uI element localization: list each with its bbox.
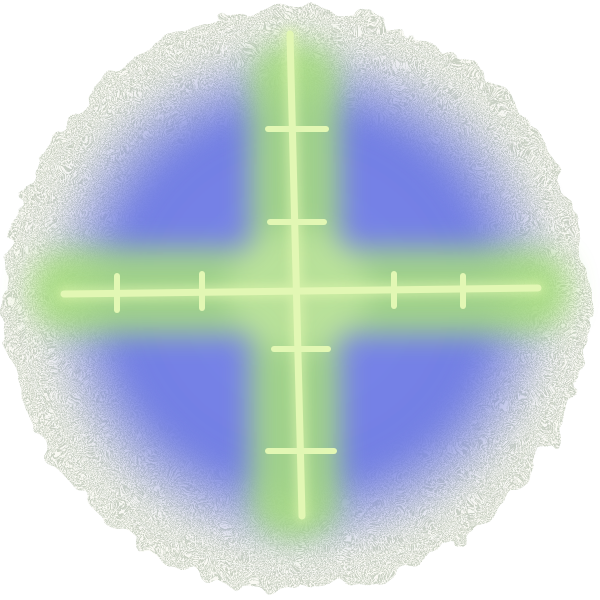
crosshair	[60, 30, 542, 520]
horizontal-hairline	[60, 284, 542, 298]
vertical-hairline	[286, 30, 306, 520]
